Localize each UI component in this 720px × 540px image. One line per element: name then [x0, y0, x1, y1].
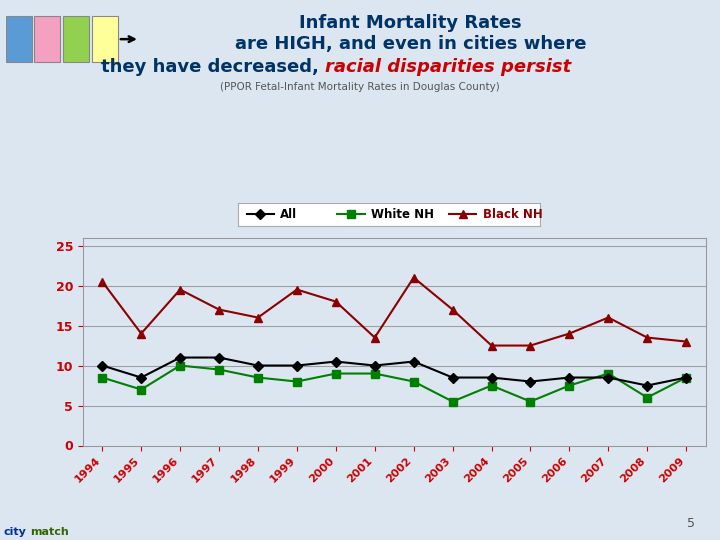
Text: 5: 5: [687, 517, 695, 530]
Bar: [63, 16, 89, 63]
Text: match: match: [30, 527, 69, 537]
Text: Infant Mortality Rates: Infant Mortality Rates: [299, 14, 522, 31]
Bar: [92, 16, 118, 63]
Text: racial disparities persist: racial disparities persist: [325, 58, 571, 76]
Text: (PPOR Fetal-Infant Mortality Rates in Douglas County): (PPOR Fetal-Infant Mortality Rates in Do…: [220, 82, 500, 92]
Text: city: city: [4, 527, 27, 537]
Bar: [6, 16, 32, 63]
Text: All: All: [280, 208, 297, 221]
Bar: [35, 16, 60, 63]
Text: Black NH: Black NH: [482, 208, 542, 221]
Text: they have decreased,: they have decreased,: [101, 58, 325, 76]
Text: White NH: White NH: [371, 208, 433, 221]
Text: are HIGH, and even in cities where: are HIGH, and even in cities where: [235, 35, 586, 53]
